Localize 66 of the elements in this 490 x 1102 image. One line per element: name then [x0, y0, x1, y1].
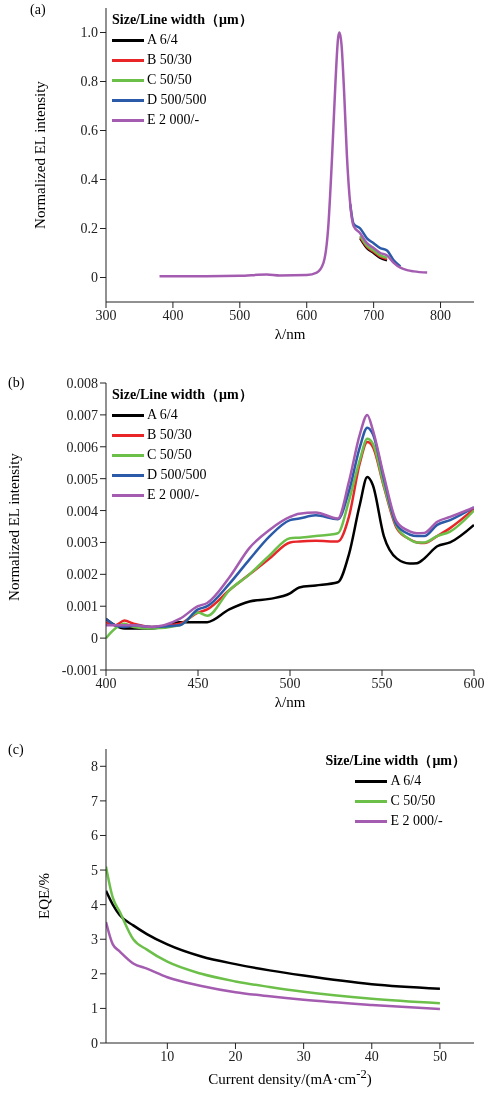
- x-tick-label: 450: [187, 675, 209, 691]
- y-tick-label: 3: [91, 932, 98, 948]
- y-tick-label: 0.003: [66, 535, 98, 551]
- y-tick-label: 0.005: [66, 471, 98, 487]
- y-tick-label: 0.006: [66, 439, 98, 455]
- y-tick-label: -0.001: [61, 662, 98, 678]
- legend-title: Size/Line width（μm）: [112, 386, 253, 404]
- legend-label: A 6/4: [147, 406, 178, 424]
- y-tick-label: 1.0: [80, 25, 98, 41]
- legend-label: E 2 000/-: [147, 111, 200, 129]
- x-axis-title: Current density/(mA·cm$^{-2}$): [207, 1067, 373, 1088]
- y-tick-label: 5: [91, 863, 98, 879]
- legend-label: B 50/30: [147, 426, 192, 444]
- legend-title: Size/Line width（μm）: [112, 11, 253, 29]
- legend-label: A 6/4: [390, 772, 422, 790]
- legend-label: D 500/500: [147, 91, 207, 109]
- y-tick-label: 8: [91, 759, 98, 775]
- x-tick-label: 20: [228, 1048, 243, 1064]
- x-tick-label: 600: [463, 675, 485, 691]
- y-tick-label: 4: [91, 897, 98, 913]
- y-tick-label: 0.002: [66, 567, 98, 583]
- x-axis-title: λ/nm: [273, 694, 307, 711]
- y-tick-label: 2: [91, 966, 98, 982]
- x-tick-label: 600: [296, 307, 318, 323]
- x-tick-label: 400: [95, 675, 117, 691]
- legend-label: C 50/50: [147, 71, 192, 89]
- chart-title: (c): [8, 742, 24, 758]
- x-tick-label: 400: [162, 307, 184, 323]
- x-tick-label: 300: [95, 307, 117, 323]
- y-tick-label: 0.2: [80, 221, 98, 237]
- y-tick-label: 0: [91, 1035, 98, 1051]
- legend-label: A 6/4: [147, 31, 178, 49]
- y-tick-label: 6: [91, 828, 98, 844]
- x-tick-label: 10: [160, 1048, 175, 1064]
- legend-title: Size/Line width（μm）: [325, 752, 466, 770]
- y-axis-title: EQE/%: [35, 873, 53, 919]
- legend-label: B 50/30: [147, 51, 192, 69]
- x-tick-label: 500: [279, 675, 301, 691]
- y-tick-label: 7: [91, 793, 98, 809]
- y-tick-label: 1: [91, 1001, 98, 1017]
- x-tick-label: 700: [363, 307, 385, 323]
- y-tick-label: 0.8: [80, 74, 98, 90]
- y-tick-label: 0.004: [66, 503, 98, 519]
- legend-label: E 2 000/-: [390, 812, 443, 830]
- y-tick-label: 0: [91, 270, 98, 286]
- x-axis-title: λ/nm: [273, 326, 307, 343]
- chart-title: (b): [8, 375, 25, 391]
- x-tick-label: 30: [296, 1048, 311, 1064]
- y-tick-label: 0.007: [66, 407, 98, 423]
- y-axis-title: Normalized EL intensity: [31, 81, 49, 229]
- x-tick-label: 500: [229, 307, 251, 323]
- x-tick-label: 550: [371, 675, 393, 691]
- x-tick-label: 40: [364, 1048, 379, 1064]
- legend-label: D 500/500: [147, 466, 207, 484]
- x-tick-label: 50: [432, 1048, 447, 1064]
- legend-label: C 50/50: [147, 446, 192, 464]
- x-tick-label: 800: [430, 307, 452, 323]
- y-tick-label: 0.001: [66, 599, 98, 615]
- y-tick-label: 0.008: [66, 375, 98, 391]
- legend-label: E 2 000/-: [147, 486, 200, 504]
- y-tick-label: 0: [91, 631, 98, 647]
- chart-title: (a): [30, 2, 46, 18]
- y-tick-label: 0.4: [80, 172, 98, 188]
- y-axis-title: Normalized EL intensity: [5, 452, 23, 601]
- y-tick-label: 0.6: [80, 123, 98, 139]
- legend-label: C 50/50: [390, 792, 436, 810]
